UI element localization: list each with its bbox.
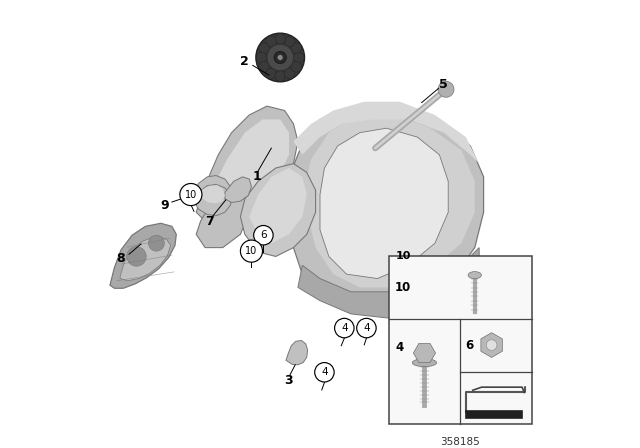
Text: 9: 9: [160, 199, 169, 212]
Polygon shape: [196, 186, 249, 248]
Circle shape: [257, 52, 267, 63]
Polygon shape: [194, 185, 230, 216]
Text: 10: 10: [395, 281, 412, 294]
Ellipse shape: [468, 271, 481, 279]
Ellipse shape: [412, 359, 436, 366]
Bar: [465, 410, 522, 418]
Circle shape: [275, 71, 285, 82]
Polygon shape: [194, 176, 230, 207]
Polygon shape: [198, 185, 225, 203]
Polygon shape: [214, 119, 289, 194]
Circle shape: [256, 33, 305, 82]
Circle shape: [291, 43, 301, 53]
Polygon shape: [307, 115, 475, 287]
Polygon shape: [120, 237, 170, 281]
Text: 6: 6: [466, 339, 474, 352]
Text: 5: 5: [440, 78, 448, 91]
Polygon shape: [110, 223, 176, 288]
Text: 358185: 358185: [440, 437, 480, 447]
Circle shape: [294, 52, 304, 63]
Circle shape: [266, 36, 276, 47]
Text: 8: 8: [116, 252, 125, 265]
Polygon shape: [249, 168, 307, 243]
Circle shape: [259, 61, 269, 72]
Circle shape: [486, 340, 497, 350]
Polygon shape: [294, 102, 479, 164]
Polygon shape: [289, 106, 484, 310]
Text: 10: 10: [245, 246, 257, 256]
Circle shape: [335, 319, 354, 338]
Circle shape: [274, 51, 286, 64]
Text: 2: 2: [239, 55, 248, 68]
Circle shape: [267, 44, 294, 71]
Text: 7: 7: [205, 215, 214, 228]
Text: 6: 6: [260, 230, 267, 240]
Text: 4: 4: [363, 323, 370, 333]
Circle shape: [438, 82, 454, 97]
Circle shape: [253, 225, 273, 245]
Polygon shape: [241, 164, 316, 256]
Polygon shape: [286, 340, 308, 365]
Circle shape: [284, 68, 295, 79]
Circle shape: [356, 319, 376, 338]
Circle shape: [127, 247, 146, 266]
Circle shape: [148, 235, 164, 251]
Text: 3: 3: [284, 374, 292, 387]
Polygon shape: [298, 248, 479, 319]
Polygon shape: [196, 106, 298, 221]
Circle shape: [259, 43, 269, 53]
Text: 10: 10: [396, 251, 411, 262]
Circle shape: [241, 240, 262, 262]
Text: 1: 1: [253, 170, 262, 183]
Polygon shape: [225, 177, 252, 202]
Polygon shape: [320, 128, 448, 279]
Circle shape: [291, 61, 301, 72]
Text: 4: 4: [341, 323, 348, 333]
Bar: [388, 256, 532, 424]
Text: 10: 10: [185, 190, 197, 199]
Circle shape: [266, 68, 276, 79]
Text: 4: 4: [321, 367, 328, 377]
Circle shape: [284, 36, 295, 47]
Text: 4: 4: [395, 341, 403, 354]
Circle shape: [275, 34, 285, 44]
Circle shape: [315, 362, 334, 382]
Circle shape: [278, 55, 283, 60]
Circle shape: [180, 184, 202, 206]
